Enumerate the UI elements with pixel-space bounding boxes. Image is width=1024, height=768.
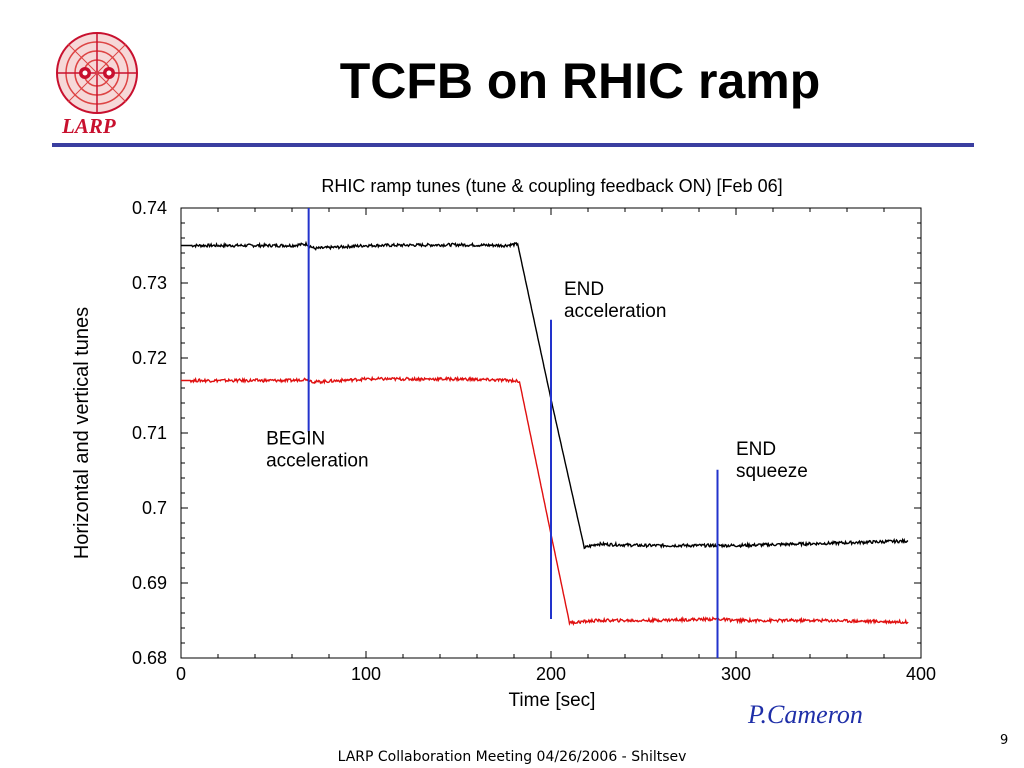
x-tick-label: 300 xyxy=(721,664,751,684)
chart-title: RHIC ramp tunes (tune & coupling feedbac… xyxy=(321,176,782,196)
x-tick-label: 400 xyxy=(906,664,936,684)
logo-text: LARP xyxy=(62,114,116,138)
y-tick-label: 0.72 xyxy=(132,348,167,368)
y-tick-label: 0.68 xyxy=(132,648,167,668)
x-tick-label: 100 xyxy=(351,664,381,684)
annotation-text: BEGIN xyxy=(266,428,325,449)
footer-text: LARP Collaboration Meeting 04/26/2006 - … xyxy=(337,749,687,765)
author-credit: P.Cameron xyxy=(748,700,863,729)
title-divider xyxy=(52,143,974,147)
series-line-1 xyxy=(181,240,909,550)
x-tick-label: 0 xyxy=(176,664,186,684)
slide-title: TCFB on RHIC ramp xyxy=(339,53,821,109)
larp-logo-icon xyxy=(56,32,138,114)
y-tick-label: 0.71 xyxy=(132,423,167,443)
y-tick-label: 0.7 xyxy=(142,498,167,518)
y-tick-label: 0.73 xyxy=(132,273,167,293)
x-tick-label: 200 xyxy=(536,664,566,684)
x-axis-label: Time [sec] xyxy=(509,690,596,711)
page-number: 9 xyxy=(1000,733,1009,748)
series-line-2 xyxy=(181,375,909,626)
annotation-text: END xyxy=(736,439,776,460)
y-axis-label: Horizontal and vertical tunes xyxy=(71,307,93,559)
annotation-text: acceleration xyxy=(266,450,368,471)
annotation-text: acceleration xyxy=(564,301,666,322)
y-tick-label: 0.74 xyxy=(132,198,167,218)
annotation-text: END xyxy=(564,279,604,300)
y-tick-label: 0.69 xyxy=(132,573,167,593)
annotation-text: squeeze xyxy=(736,461,808,482)
